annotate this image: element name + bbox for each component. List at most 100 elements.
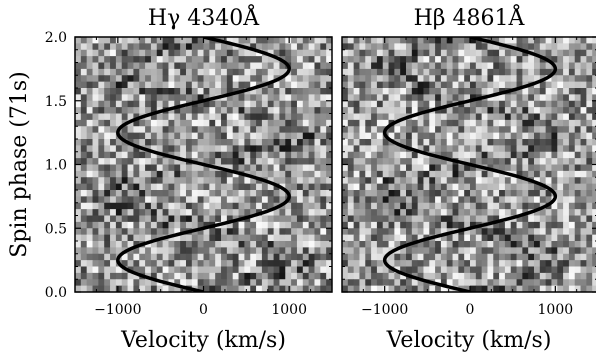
heatmap-cell: [371, 234, 378, 242]
heatmap-cell: [563, 247, 570, 255]
heatmap-cell: [256, 164, 263, 172]
heatmap-cell: [261, 202, 269, 210]
heatmap-cell: [574, 151, 581, 159]
heatmap-cell: [302, 241, 310, 248]
heatmap-cell: [568, 272, 576, 280]
heatmap-cell: [162, 62, 169, 70]
heatmap-cell: [417, 279, 424, 287]
heatmap-cell: [353, 170, 360, 178]
heatmap-cell: [296, 139, 304, 146]
heatmap-cell: [98, 279, 105, 287]
heatmap-cell: [417, 113, 424, 121]
heatmap-cell: [168, 113, 175, 121]
heatmap-cell: [394, 209, 401, 216]
heatmap-cell: [285, 177, 292, 185]
heatmap-cell: [586, 221, 593, 229]
heatmap-cell: [273, 132, 280, 140]
heatmap-cell: [504, 151, 512, 159]
heatmap-cell: [446, 253, 453, 261]
heatmap-cell: [347, 215, 355, 223]
x-tick-label: 1000: [538, 302, 574, 318]
heatmap-cell: [115, 49, 123, 57]
heatmap-cell: [209, 139, 216, 146]
heatmap-cell: [232, 196, 239, 204]
heatmap-cell: [592, 37, 596, 44]
heatmap-cell: [371, 285, 378, 292]
heatmap-cell: [302, 81, 310, 89]
heatmap-cell: [226, 260, 234, 267]
heatmap-cell: [273, 49, 280, 57]
heatmap-cell: [86, 234, 93, 242]
heatmap-cell: [221, 234, 228, 242]
heatmap-cell: [139, 164, 146, 172]
heatmap-cell: [221, 126, 228, 134]
heatmap-cell: [261, 183, 269, 191]
heatmap-cell: [563, 266, 570, 274]
heatmap-cell: [314, 37, 321, 44]
heatmap-cell: [168, 145, 175, 153]
heatmap-cell: [452, 170, 459, 178]
heatmap-cell: [534, 190, 541, 197]
heatmap-cell: [75, 151, 82, 159]
heatmap-cell: [510, 94, 517, 102]
heatmap-cell: [406, 279, 413, 287]
heatmap-cell: [522, 94, 529, 102]
heatmap-cell: [580, 247, 587, 255]
heatmap-cell: [475, 209, 483, 216]
heatmap-cell: [203, 253, 210, 261]
heatmap-cell: [174, 272, 181, 280]
heatmap-cell: [185, 202, 193, 210]
heatmap-cell: [75, 81, 82, 89]
heatmap-cell: [244, 151, 251, 159]
heatmap-cell: [406, 94, 413, 102]
heatmap-cell: [314, 177, 321, 185]
heatmap-cell: [516, 253, 523, 261]
heatmap-cell: [110, 139, 117, 146]
heatmap-cell: [446, 241, 453, 248]
heatmap-cell: [545, 260, 552, 267]
heatmap-cell: [162, 183, 169, 191]
heatmap-cell: [429, 164, 436, 172]
heatmap-cell: [121, 234, 128, 242]
heatmap-cell: [104, 132, 111, 140]
heatmap-cell: [592, 62, 596, 70]
heatmap-cell: [516, 190, 523, 197]
heatmap-cell: [470, 170, 477, 178]
heatmap-cell: [215, 234, 222, 242]
heatmap-cell: [359, 56, 366, 63]
x-axis-label-h-gamma: Velocity (km/s): [120, 328, 286, 353]
heatmap-cell: [244, 94, 251, 102]
heatmap-cell: [388, 164, 395, 172]
velocity-curve-h-beta: [382, 37, 558, 292]
heatmap-cell: [215, 266, 222, 274]
heatmap-cell: [145, 228, 152, 236]
heatmap-cell: [545, 49, 552, 57]
heatmap-cell: [115, 113, 123, 121]
heatmap-cell: [371, 170, 378, 178]
heatmap-cell: [534, 272, 541, 280]
heatmap-cell: [221, 132, 228, 140]
heatmap-cell: [347, 75, 355, 83]
heatmap-cell: [371, 145, 378, 153]
heatmap-cell: [423, 49, 430, 57]
heatmap-cell: [145, 113, 152, 121]
heatmap-cell: [133, 266, 140, 274]
heatmap-cell: [429, 260, 436, 267]
heatmap-cell: [238, 68, 245, 76]
heatmap-cell: [139, 234, 146, 242]
heatmap-cell: [273, 88, 280, 95]
heatmap-cell: [250, 183, 257, 191]
heatmap-cell: [296, 215, 304, 223]
heatmap-cell: [110, 228, 117, 236]
heatmap-cell: [586, 49, 593, 57]
heatmap-cell: [180, 107, 187, 114]
heatmap-cell: [150, 37, 158, 44]
heatmap-cell: [86, 126, 93, 134]
heatmap-cell: [499, 151, 506, 159]
heatmap-cell: [458, 215, 465, 223]
heatmap-cell: [423, 81, 430, 89]
heatmap-cell: [371, 43, 378, 51]
heatmap-cell: [446, 247, 453, 255]
heatmap-cell: [215, 68, 222, 76]
heatmap-cell: [510, 183, 517, 191]
